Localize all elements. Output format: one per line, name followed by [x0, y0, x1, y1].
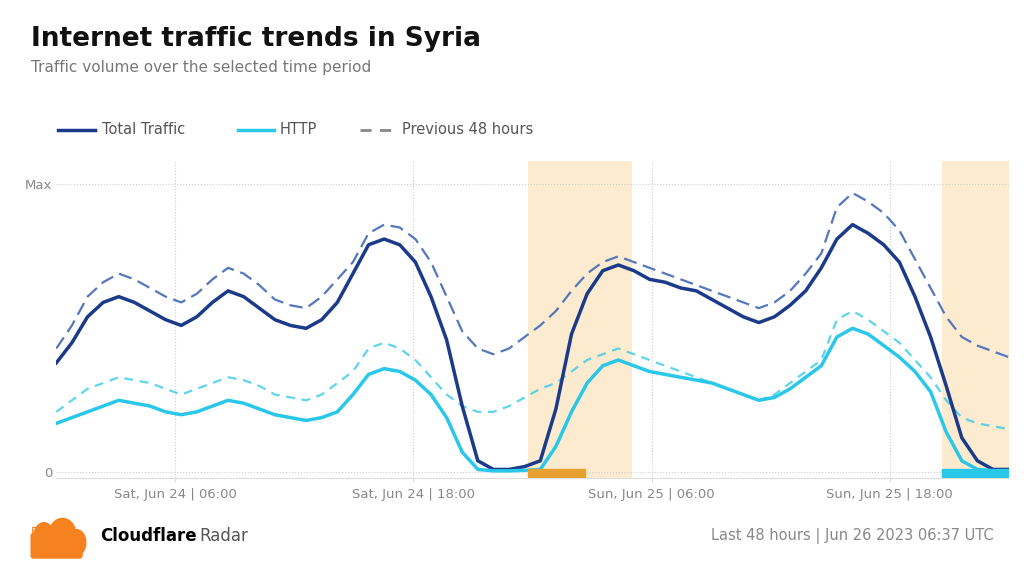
Text: Last 48 hours | Jun 26 2023 06:37 UTC: Last 48 hours | Jun 26 2023 06:37 UTC — [711, 528, 993, 544]
Text: Previous 48 hours: Previous 48 hours — [402, 122, 534, 137]
Text: Traffic volume over the selected time period: Traffic volume over the selected time pe… — [31, 60, 371, 75]
Text: Total Traffic: Total Traffic — [102, 122, 185, 137]
Text: 🔶: 🔶 — [31, 526, 44, 545]
Text: Cloudflare: Cloudflare — [100, 526, 197, 545]
Bar — [527, 469, 585, 477]
Bar — [942, 469, 1009, 477]
Bar — [942, 161, 1009, 478]
Text: Internet traffic trends in Syria: Internet traffic trends in Syria — [31, 26, 480, 52]
Bar — [527, 161, 633, 478]
Ellipse shape — [48, 518, 76, 553]
Text: Radar: Radar — [200, 526, 249, 545]
Ellipse shape — [68, 530, 86, 555]
FancyBboxPatch shape — [31, 533, 83, 559]
Ellipse shape — [33, 523, 54, 554]
Text: HTTP: HTTP — [280, 122, 316, 137]
